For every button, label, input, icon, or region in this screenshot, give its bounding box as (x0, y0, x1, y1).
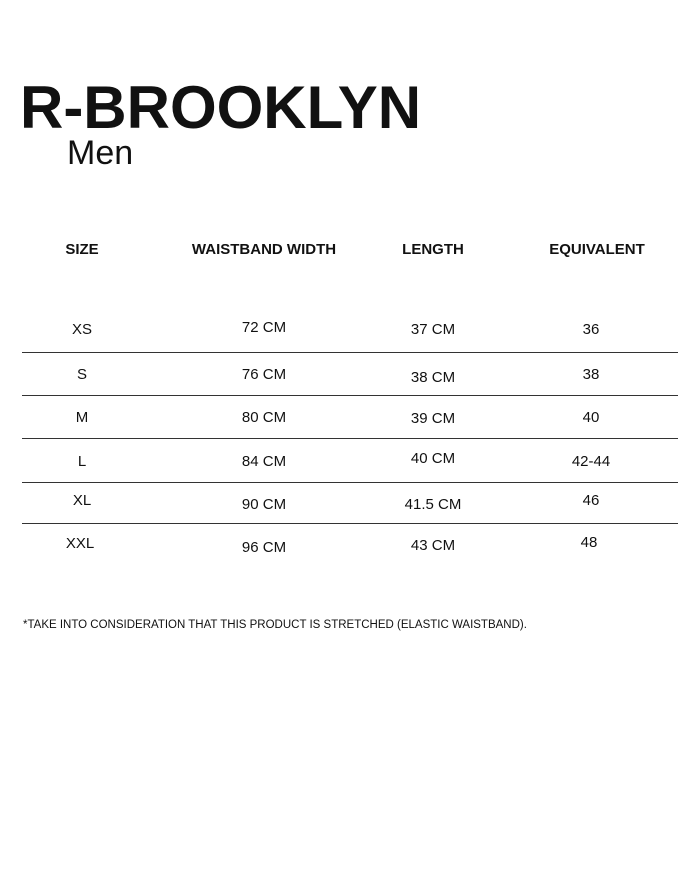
table-cell: 76 CM (241, 366, 287, 383)
column-header: LENGTH (402, 241, 464, 258)
column-header: EQUIVALENT (549, 241, 645, 258)
table-cell: 48 (580, 534, 598, 551)
footnote: *TAKE INTO CONSIDERATION THAT THIS PRODU… (23, 619, 527, 631)
table-cell: 42-44 (571, 453, 611, 470)
row-divider (22, 352, 678, 353)
table-cell: 38 CM (410, 369, 456, 386)
column-header: SIZE (65, 241, 99, 258)
table-cell: 38 (582, 366, 600, 383)
column-header: WAISTBAND WIDTH (191, 241, 337, 258)
row-divider (22, 482, 678, 483)
table-cell: 84 CM (241, 453, 287, 470)
table-cell: 40 CM (410, 450, 456, 467)
table-cell: XXL (65, 535, 95, 552)
table-cell: 36 (582, 321, 600, 338)
brand-title: R-BROOKLYN (20, 74, 422, 141)
table-cell: 37 CM (410, 321, 456, 338)
table-cell: 72 CM (241, 319, 287, 336)
table-cell: 96 CM (241, 539, 287, 556)
row-divider (22, 438, 678, 439)
table-cell: 46 (582, 492, 600, 509)
subtitle: Men (67, 134, 134, 172)
table-cell: 41.5 CM (404, 496, 462, 513)
table-cell: M (75, 409, 89, 426)
table-cell: 80 CM (241, 409, 287, 426)
table-cell: 90 CM (241, 496, 287, 513)
table-cell: L (77, 453, 87, 470)
table-cell: XL (72, 492, 92, 509)
table-cell: 43 CM (410, 537, 456, 554)
table-cell: 40 (582, 409, 600, 426)
table-cell: S (76, 366, 88, 383)
table-cell: 39 CM (410, 410, 456, 427)
table-cell: XS (71, 321, 93, 338)
row-divider (22, 523, 678, 524)
row-divider (22, 395, 678, 396)
